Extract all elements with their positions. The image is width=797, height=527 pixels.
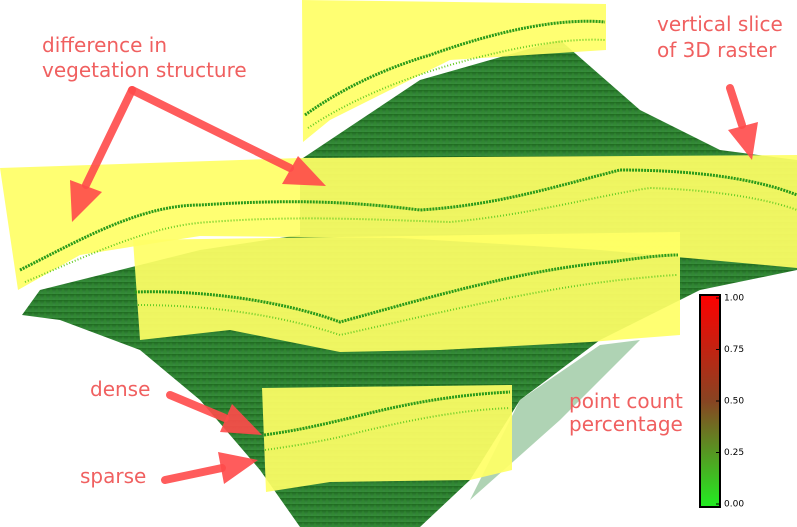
annotation: dense [90, 377, 150, 401]
colorbar-tick-label: 0.75 [724, 345, 744, 355]
annotation: vertical slice [657, 12, 783, 36]
annotation: of 3D raster [657, 38, 777, 62]
colorbar-tick-label: 0.00 [724, 500, 744, 510]
colorbar-tick-label: 0.50 [724, 397, 744, 407]
arrows [70, 84, 758, 484]
annotation: difference in [42, 33, 167, 57]
colorbar-title: point count [569, 389, 683, 413]
colorbar-tick-label: 1.00 [724, 294, 744, 304]
annotation: sparse [80, 464, 146, 488]
colorbar-tick-label: 0.25 [724, 448, 744, 458]
colorbar-title: percentage [569, 412, 683, 436]
annotation: vegetation structure [42, 58, 247, 82]
raster-slices [0, 0, 797, 492]
